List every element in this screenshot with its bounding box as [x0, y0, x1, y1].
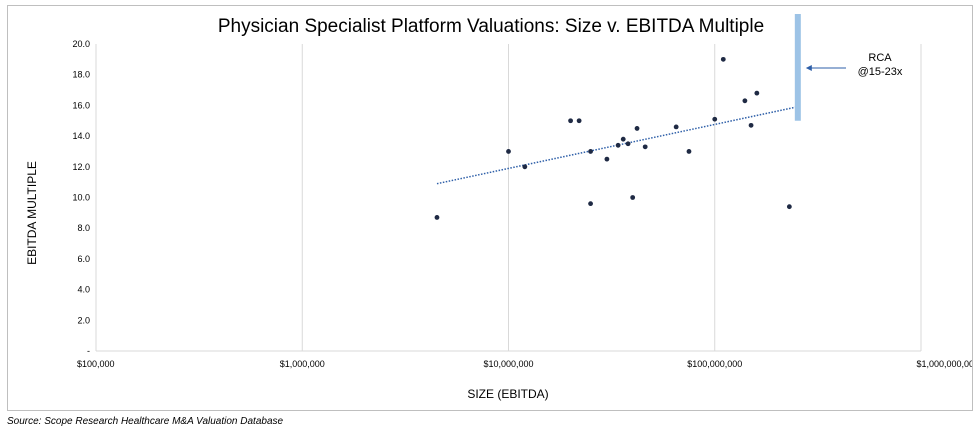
data-point: [620, 136, 626, 142]
data-point: [748, 122, 754, 128]
x-tick-label: $1,000,000: [280, 359, 325, 369]
y-axis-ticks: - 2.0 4.0 6.0 8.0 10.0 12.0 14.0 16.0 18.0 20.0: [72, 39, 90, 356]
data-point: [625, 141, 631, 147]
y-tick-label: -: [87, 346, 90, 356]
data-point: [588, 201, 593, 207]
data-point: [576, 118, 582, 124]
x-axis-label: SIZE (EBITDA): [467, 387, 548, 401]
data-points: [434, 56, 792, 220]
x-axis-ticks: $100,000 $1,000,000 $10,000,000 $100,000,00…: [77, 359, 972, 369]
data-point: [615, 142, 621, 148]
y-tick-label: 6.0: [77, 254, 90, 264]
y-tick-label: 8.0: [77, 223, 90, 233]
y-tick-label: 10.0: [72, 193, 90, 203]
range-bar-rect: [794, 14, 801, 121]
y-tick-label: 2.0: [77, 315, 90, 325]
y-tick-label: 20.0: [72, 39, 90, 49]
data-point: [786, 204, 792, 210]
y-tick-label: 12.0: [72, 162, 90, 172]
data-point: [754, 90, 760, 96]
data-point: [642, 144, 648, 150]
y-tick-label: 4.0: [77, 285, 90, 295]
data-point: [720, 56, 726, 62]
data-point: [568, 118, 573, 124]
chart-frame: - 2.0 4.0 6.0 8.0 10.0 12.0 14.0 16.0 18.0 20.0 $1…: [7, 5, 973, 411]
scatter-chart: - 2.0 4.0 6.0 8.0 10.0 12.0 14.0 16.0 18.0 20.0 $1…: [25, 14, 972, 401]
y-axis-label: EBITDA MULTIPLE: [25, 161, 39, 265]
data-point: [712, 116, 718, 122]
x-tick-label: $10,000,000: [483, 359, 533, 369]
data-point: [522, 164, 528, 170]
data-point: [634, 126, 640, 131]
data-point: [604, 156, 610, 162]
x-tick-label: $1,000,000,000: [916, 359, 972, 369]
data-point: [588, 149, 593, 154]
y-tick-label: 16.0: [72, 100, 90, 110]
range-bar: RCA @15-23x: [794, 14, 903, 121]
y-tick-label: 18.0: [72, 70, 90, 80]
data-point: [630, 195, 636, 200]
data-point: [506, 149, 511, 154]
data-point: [434, 215, 440, 220]
source-note: Source: Scope Research Healthcare M&A Va…: [7, 416, 284, 427]
data-point: [742, 98, 748, 104]
data-point: [686, 149, 692, 154]
gridlines: [95, 44, 922, 352]
arrow-head-icon: [805, 65, 812, 71]
data-point: [673, 124, 679, 130]
chart-title: Physician Specialist Platform Valuations…: [218, 16, 764, 37]
x-tick-label: $100,000: [77, 359, 115, 369]
y-tick-label: 14.0: [72, 131, 90, 141]
range-bar-label: @15-23x: [858, 66, 903, 78]
range-bar-label: RCA: [868, 52, 892, 64]
x-tick-label: $100,000,000: [687, 359, 742, 369]
